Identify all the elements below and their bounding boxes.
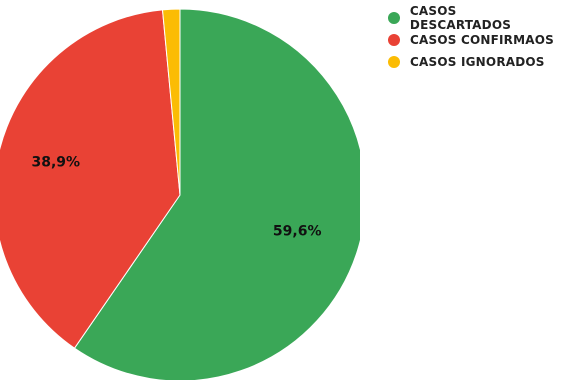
pie-data-labels: 59,6% 38,9% [32,155,322,240]
legend-label-ignorados: CASOS IGNORADOS [410,55,545,69]
legend-item-descartados[interactable]: CASOS DESCARTADOS [388,4,561,32]
pie-slice-descartados[interactable] [73,8,360,380]
legend-label-descartados: CASOS DESCARTADOS [409,4,512,32]
legend-swatch-ignorados [388,56,400,68]
pie-slices [0,8,360,380]
legend-swatch-descartados [388,12,400,24]
legend-label-confirmaos: CASOS CONFIRMAOS [410,33,554,47]
pie-slice-confirmaos[interactable] [0,9,181,349]
legend-item-ignorados[interactable]: CASOS IGNORADOS [388,51,561,73]
legend-swatch-confirmaos [388,34,400,46]
pie-slice-ignorados[interactable] [161,8,181,196]
data-label-confirmaos: 38,9% [32,155,81,171]
legend: CASOS DESCARTADOS CASOS CONFIRMAOS CASOS… [388,4,561,73]
pie-chart: 59,6% 38,9% [0,8,360,380]
data-label-descartados: 59,6% [273,223,322,239]
legend-item-confirmaos[interactable]: CASOS CONFIRMAOS [388,29,561,51]
